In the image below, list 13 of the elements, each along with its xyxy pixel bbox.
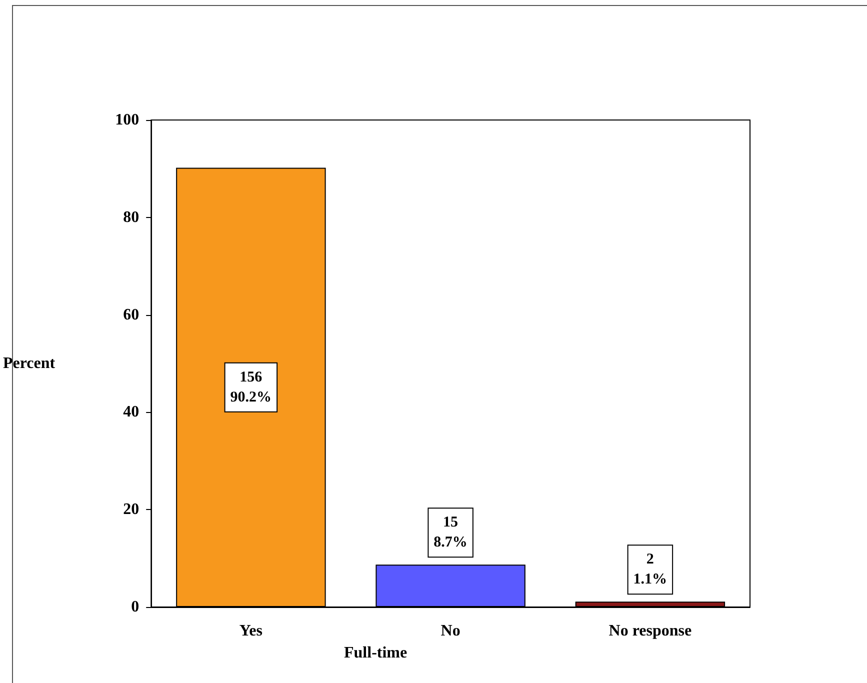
y-tick-label: 60 [123, 306, 140, 324]
y-tick-label: 40 [123, 404, 140, 421]
y-tick-label: 20 [123, 501, 140, 518]
x-axis-title: Full-time [344, 644, 408, 662]
data-label: 15 8.7% [434, 514, 468, 551]
y-tick-label: 80 [123, 208, 140, 226]
y-tick-label: 100 [115, 112, 140, 128]
x-tick-label: No response [608, 622, 692, 640]
data-label: 2 1.1% [633, 552, 668, 588]
data-label: 156 90.2% [230, 369, 272, 406]
y-tick-label: 0 [131, 598, 140, 616]
x-tick-label: No [440, 622, 460, 640]
x-tick-label: Yes [239, 622, 262, 640]
